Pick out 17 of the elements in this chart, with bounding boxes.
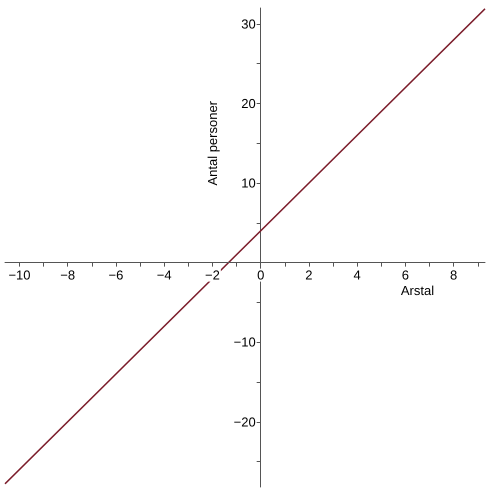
x-axis-title: Arstal: [400, 283, 434, 298]
x-tick-label: 8: [450, 268, 458, 283]
x-tick-label: −8: [60, 268, 76, 283]
y-tick-label: −10: [234, 334, 256, 350]
y-tick-label: 10: [241, 176, 256, 191]
y-axis-title: Antal personer: [204, 100, 220, 186]
x-tick-label: 4: [354, 268, 361, 283]
x-tick-label: −6: [108, 268, 124, 283]
x-tick-label: 6: [402, 268, 410, 283]
y-tick-label: 30: [241, 16, 256, 32]
x-tick-label: −2: [205, 268, 220, 283]
y-tick-label: 20: [241, 96, 256, 111]
y-tick-label: −20: [234, 414, 256, 430]
x-tick-label: 2: [305, 268, 313, 283]
x-tick-label: −4: [156, 268, 172, 283]
x-tick-label: 0: [257, 268, 264, 283]
x-tick-label: −10: [8, 268, 31, 283]
